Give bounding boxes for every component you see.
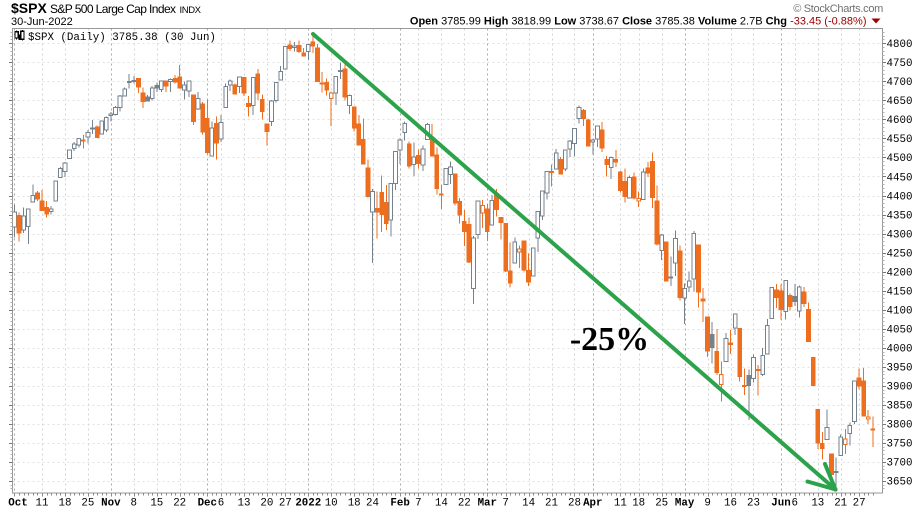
svg-text:7: 7 — [415, 498, 421, 510]
svg-text:15: 15 — [150, 498, 163, 510]
svg-text:3800: 3800 — [887, 420, 913, 432]
svg-text:25: 25 — [81, 498, 94, 510]
svg-text:9: 9 — [704, 498, 710, 510]
svg-text:4700: 4700 — [887, 77, 913, 89]
svg-text:4150: 4150 — [887, 286, 913, 298]
svg-text:4500: 4500 — [887, 153, 913, 165]
svg-text:18: 18 — [632, 498, 645, 510]
svg-text:Apr: Apr — [583, 498, 602, 510]
svg-text:14: 14 — [435, 498, 448, 510]
svg-text:6: 6 — [218, 498, 224, 510]
svg-text:3650: 3650 — [887, 477, 913, 489]
svg-text:© StockCharts.com: © StockCharts.com — [793, 3, 883, 15]
svg-text:4250: 4250 — [887, 248, 913, 260]
svg-text:4400: 4400 — [887, 191, 913, 203]
svg-text:4600: 4600 — [887, 115, 913, 127]
svg-text:14: 14 — [522, 498, 535, 510]
svg-text:3750: 3750 — [887, 439, 913, 451]
svg-text:20: 20 — [260, 498, 273, 510]
svg-text:3850: 3850 — [887, 401, 913, 413]
svg-text:10: 10 — [325, 498, 338, 510]
svg-text:4350: 4350 — [887, 210, 913, 222]
svg-text:11: 11 — [36, 498, 49, 510]
svg-text:-25%: -25% — [570, 321, 649, 358]
svg-text:18: 18 — [348, 498, 361, 510]
svg-text:21: 21 — [545, 498, 558, 510]
svg-text:Open 3785.99 High 3818.99 Low: Open 3785.99 High 3818.99 Low 3738.67 Cl… — [410, 16, 867, 28]
svg-text:4100: 4100 — [887, 305, 913, 317]
svg-text:$SPX (Daily) 3785.38 (30 Jun): $SPX (Daily) 3785.38 (30 Jun) — [28, 32, 216, 44]
svg-text:4200: 4200 — [887, 267, 913, 279]
svg-text:3950: 3950 — [887, 363, 913, 375]
svg-text:4750: 4750 — [887, 58, 913, 70]
svg-text:Dec: Dec — [198, 498, 217, 510]
svg-text:Mar: Mar — [478, 498, 497, 510]
svg-text:3700: 3700 — [887, 458, 913, 470]
svg-text:18: 18 — [59, 498, 72, 510]
svg-text:Jun: Jun — [771, 498, 790, 510]
svg-text:Feb: Feb — [390, 498, 409, 510]
svg-text:3900: 3900 — [887, 382, 913, 394]
svg-text:16: 16 — [724, 498, 737, 510]
svg-text:27: 27 — [279, 498, 292, 510]
svg-text:Oct: Oct — [8, 498, 27, 510]
svg-text:27: 27 — [853, 498, 866, 510]
svg-text:May: May — [675, 498, 695, 510]
svg-text:24: 24 — [366, 498, 379, 510]
svg-text:11: 11 — [614, 498, 627, 510]
svg-text:4300: 4300 — [887, 229, 913, 241]
svg-text:13: 13 — [238, 498, 251, 510]
svg-text:22: 22 — [458, 498, 471, 510]
svg-text:INDX: INDX — [180, 5, 202, 16]
svg-text:21: 21 — [834, 498, 847, 510]
svg-text:13: 13 — [811, 498, 824, 510]
svg-text:4650: 4650 — [887, 96, 913, 108]
svg-text:25: 25 — [655, 498, 668, 510]
svg-text:2022: 2022 — [295, 498, 321, 510]
svg-text:S&P 500 Large Cap Index: S&P 500 Large Cap Index — [50, 2, 176, 16]
svg-text:Nov: Nov — [101, 498, 121, 510]
svg-text:4000: 4000 — [887, 344, 913, 356]
svg-text:6: 6 — [792, 498, 798, 510]
svg-text:4550: 4550 — [887, 134, 913, 146]
svg-text:4800: 4800 — [887, 39, 913, 51]
svg-text:23: 23 — [747, 498, 760, 510]
svg-text:$SPX: $SPX — [11, 0, 47, 16]
svg-text:7: 7 — [502, 498, 508, 510]
svg-text:22: 22 — [173, 498, 186, 510]
svg-text:4050: 4050 — [887, 325, 913, 337]
svg-text:28: 28 — [568, 498, 581, 510]
svg-text:30-Jun-2022: 30-Jun-2022 — [11, 16, 73, 28]
svg-text:4450: 4450 — [887, 172, 913, 184]
svg-text:8: 8 — [131, 498, 137, 510]
